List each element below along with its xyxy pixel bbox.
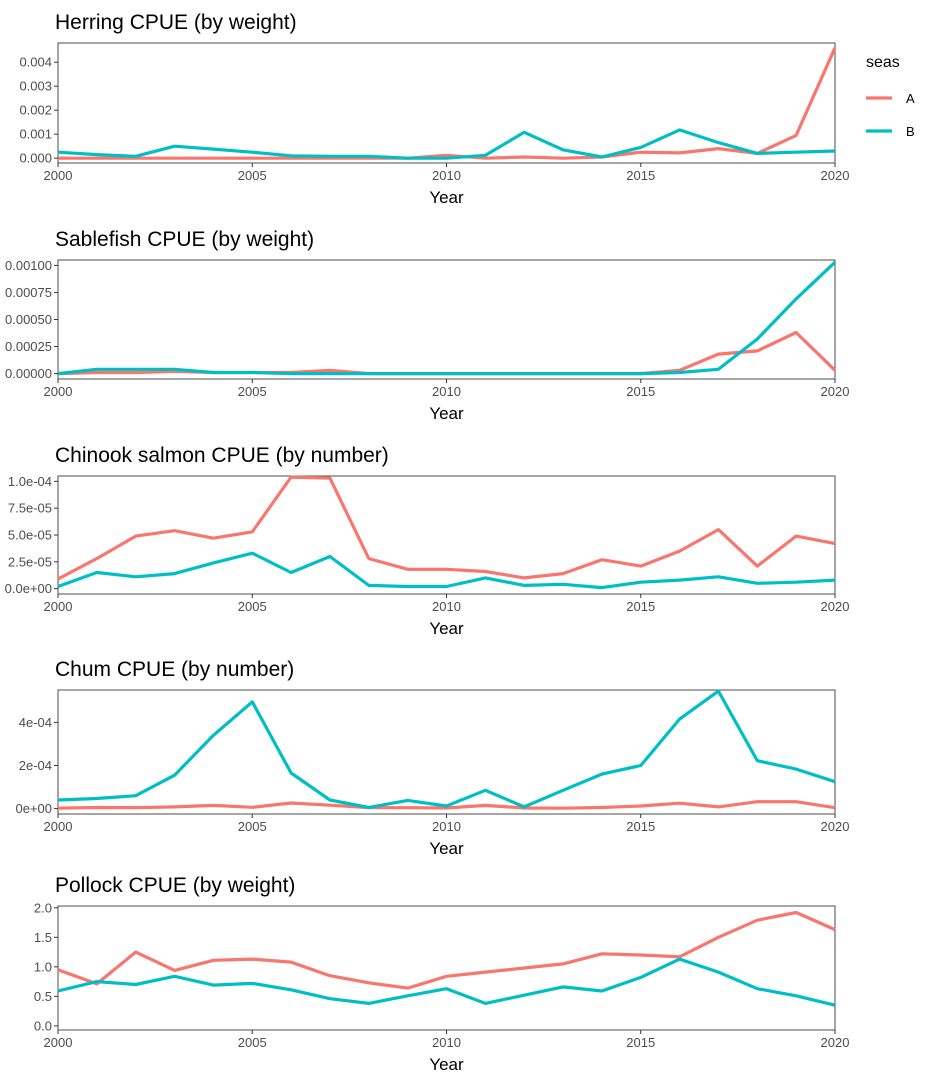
series-line-b [57, 551, 836, 590]
x-tick-label: 2005 [238, 819, 267, 834]
legend-label: B [906, 124, 915, 139]
y-tick-label: 5.0e-05 [8, 528, 52, 543]
legend-title: seas [866, 54, 900, 71]
chart-title: Herring CPUE (by weight) [55, 11, 297, 34]
y-tick-label: 0.004 [19, 55, 52, 70]
x-tick-label: 2005 [238, 1035, 267, 1050]
x-tick-label: 2015 [626, 599, 655, 614]
y-tick-label: 2.5e-05 [8, 554, 52, 569]
x-tick-label: 2020 [821, 168, 850, 183]
x-tick-label: 2005 [238, 599, 267, 614]
x-tick-label: 2020 [821, 384, 850, 399]
x-tick-label: 2005 [238, 384, 267, 399]
y-tick-label: 0.00025 [5, 339, 52, 354]
series-line-b [57, 261, 837, 376]
y-tick-label: 1.0e-04 [8, 474, 52, 489]
y-tick-label: 0.0e+00 [5, 581, 52, 596]
x-tick-label: 2020 [821, 819, 850, 834]
x-tick-label: 2015 [626, 1035, 655, 1050]
chart-title: Pollock CPUE (by weight) [55, 874, 295, 897]
chart-title: Chinook salmon CPUE (by number) [55, 444, 389, 467]
y-tick-label: 4e-04 [19, 715, 52, 730]
x-axis-label: Year [429, 188, 464, 207]
x-tick-label: 2020 [821, 599, 850, 614]
x-tick-label: 2000 [44, 599, 73, 614]
x-tick-label: 2020 [821, 1035, 850, 1050]
series-line-b [57, 957, 836, 1007]
y-tick-label: 2e-04 [19, 758, 52, 773]
plot-frame [57, 42, 836, 164]
x-tick-label: 2000 [44, 819, 73, 834]
y-tick-label: 0.0 [34, 1018, 52, 1033]
chart-title: Chum CPUE (by number) [55, 658, 294, 681]
y-tick-label: 0.001 [19, 127, 52, 142]
y-tick-label: 0.00100 [5, 258, 52, 273]
x-axis-label: Year [429, 404, 464, 423]
series-line-a [57, 800, 836, 810]
legend: seas A B [866, 54, 915, 139]
x-tick-label: 2015 [626, 819, 655, 834]
y-tick-label: 0.5 [34, 989, 52, 1004]
series-line-b [57, 128, 836, 160]
y-tick-label: 0.000 [19, 151, 52, 166]
x-tick-label: 2010 [432, 819, 461, 834]
chart-panel-1: Herring CPUE (by weight) 0.000 0.001 0.002 0… [19, 11, 849, 207]
chart-panels: Herring CPUE (by weight) 0.000 0.001 0.002 0… [5, 11, 850, 1074]
x-axis-label: Year [429, 1055, 464, 1074]
x-axis-label: Year [429, 619, 464, 638]
y-tick-label: 2.0 [34, 900, 52, 915]
series-line-a [57, 910, 836, 990]
legend-label: A [906, 91, 915, 106]
chart-panel-4: Chum CPUE (by number) 0e+00 2e-04 4e-04 2000… [15, 658, 849, 858]
y-tick-label: 0e+00 [15, 801, 52, 816]
series-line-a [58, 47, 837, 160]
plot-frame [57, 689, 836, 815]
x-tick-label: 2015 [626, 168, 655, 183]
chart-title: Sablefish CPUE (by weight) [55, 228, 314, 251]
x-tick-label: 2010 [432, 599, 461, 614]
x-tick-label: 2015 [626, 384, 655, 399]
y-tick-label: 0.002 [19, 103, 52, 118]
series-line-a [57, 475, 836, 581]
plot-frame [57, 259, 836, 380]
y-tick-label: 0.00000 [5, 366, 52, 381]
y-tick-label: 7.5e-05 [8, 501, 52, 516]
chart-panel-3: Chinook salmon CPUE (by number) 0.0e+00 2.… [5, 444, 850, 638]
x-tick-label: 2000 [44, 384, 73, 399]
x-tick-label: 2010 [432, 384, 461, 399]
plot-frame [57, 905, 836, 1031]
x-tick-label: 2005 [238, 168, 267, 183]
y-tick-label: 0.00050 [5, 312, 52, 327]
x-axis-label: Year [429, 839, 464, 858]
y-tick-label: 0.00075 [5, 285, 52, 300]
x-tick-label: 2000 [44, 1035, 73, 1050]
x-tick-label: 2010 [432, 1035, 461, 1050]
y-tick-label: 1.0 [34, 959, 52, 974]
y-tick-label: 0.003 [19, 79, 52, 94]
x-tick-label: 2000 [44, 168, 73, 183]
x-tick-label: 2010 [432, 168, 461, 183]
chart-panel-2: Sablefish CPUE (by weight) 0.00000 0.00025… [5, 228, 849, 423]
chart-panel-5: Pollock CPUE (by weight) 0.0 0.5 1.0 1.5 2.0 2… [34, 874, 850, 1074]
y-tick-label: 1.5 [34, 930, 52, 945]
series-line-b [57, 689, 836, 810]
